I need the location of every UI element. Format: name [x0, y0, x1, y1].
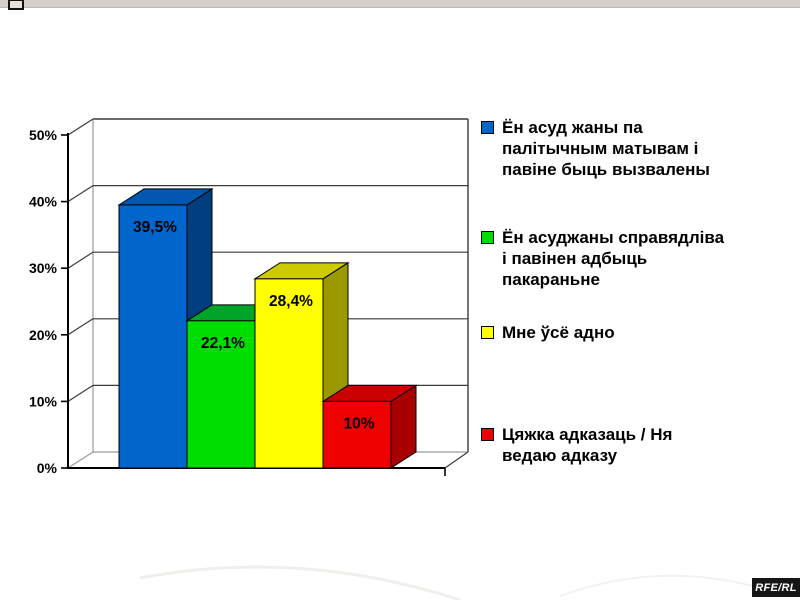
legend-swatch	[481, 231, 494, 244]
window-corner-icon[interactable]	[8, 0, 24, 10]
legend-label: Ён асуд жаны па палітычным матывам і павін…	[502, 118, 710, 179]
y-axis-label: 40%	[29, 194, 58, 210]
y-axis-label: 10%	[29, 393, 58, 409]
floor-left-edge	[67, 451, 94, 469]
faint-watermark	[559, 574, 761, 597]
bar-front-face-3	[322, 400, 392, 469]
legend-label: Мне ўсё адно	[502, 323, 615, 342]
y-axis-label: 30%	[29, 260, 58, 276]
legend-swatch	[481, 428, 494, 441]
legend-swatch	[481, 121, 494, 134]
bar-value-label: 10%	[343, 415, 374, 432]
faint-watermark	[139, 565, 461, 600]
y-axis-label: 20%	[29, 327, 58, 343]
legend-item: Мне ўсё адно	[481, 322, 615, 343]
bar-value-label: 39,5%	[133, 219, 177, 236]
rferl-logo-badge: RFE/RL	[752, 578, 800, 597]
floor-right-edge	[444, 451, 469, 469]
legend-label: Ён асуджаны справядліва і павінен адбыць п…	[502, 228, 725, 289]
y-axis-label: 0%	[37, 460, 58, 476]
bar-front-face-0	[118, 204, 188, 469]
legend-item: Ён асуджаны справядліва і павінен адбыць п…	[481, 227, 724, 290]
legend-item: Цяжка адказаць / Ня ведаю адказу	[481, 424, 672, 466]
gridline-diagonal	[67, 318, 94, 336]
window-top-strip	[0, 0, 800, 8]
legend-label: Цяжка адказаць / Ня ведаю адказу	[502, 425, 673, 465]
bar-front-face-2	[254, 278, 324, 469]
gridline-diagonal	[67, 185, 94, 203]
gridline-diagonal	[67, 384, 94, 402]
legend-swatch	[481, 326, 494, 339]
gridline-diagonal	[67, 251, 94, 269]
legend-item: Ён асуд жаны па палітычным матывам і павін…	[481, 117, 710, 180]
gridline-diagonal	[67, 118, 94, 136]
y-axis-label: 50%	[29, 127, 58, 143]
bar-value-label: 28,4%	[269, 293, 313, 310]
bar-value-label: 22,1%	[201, 335, 245, 352]
